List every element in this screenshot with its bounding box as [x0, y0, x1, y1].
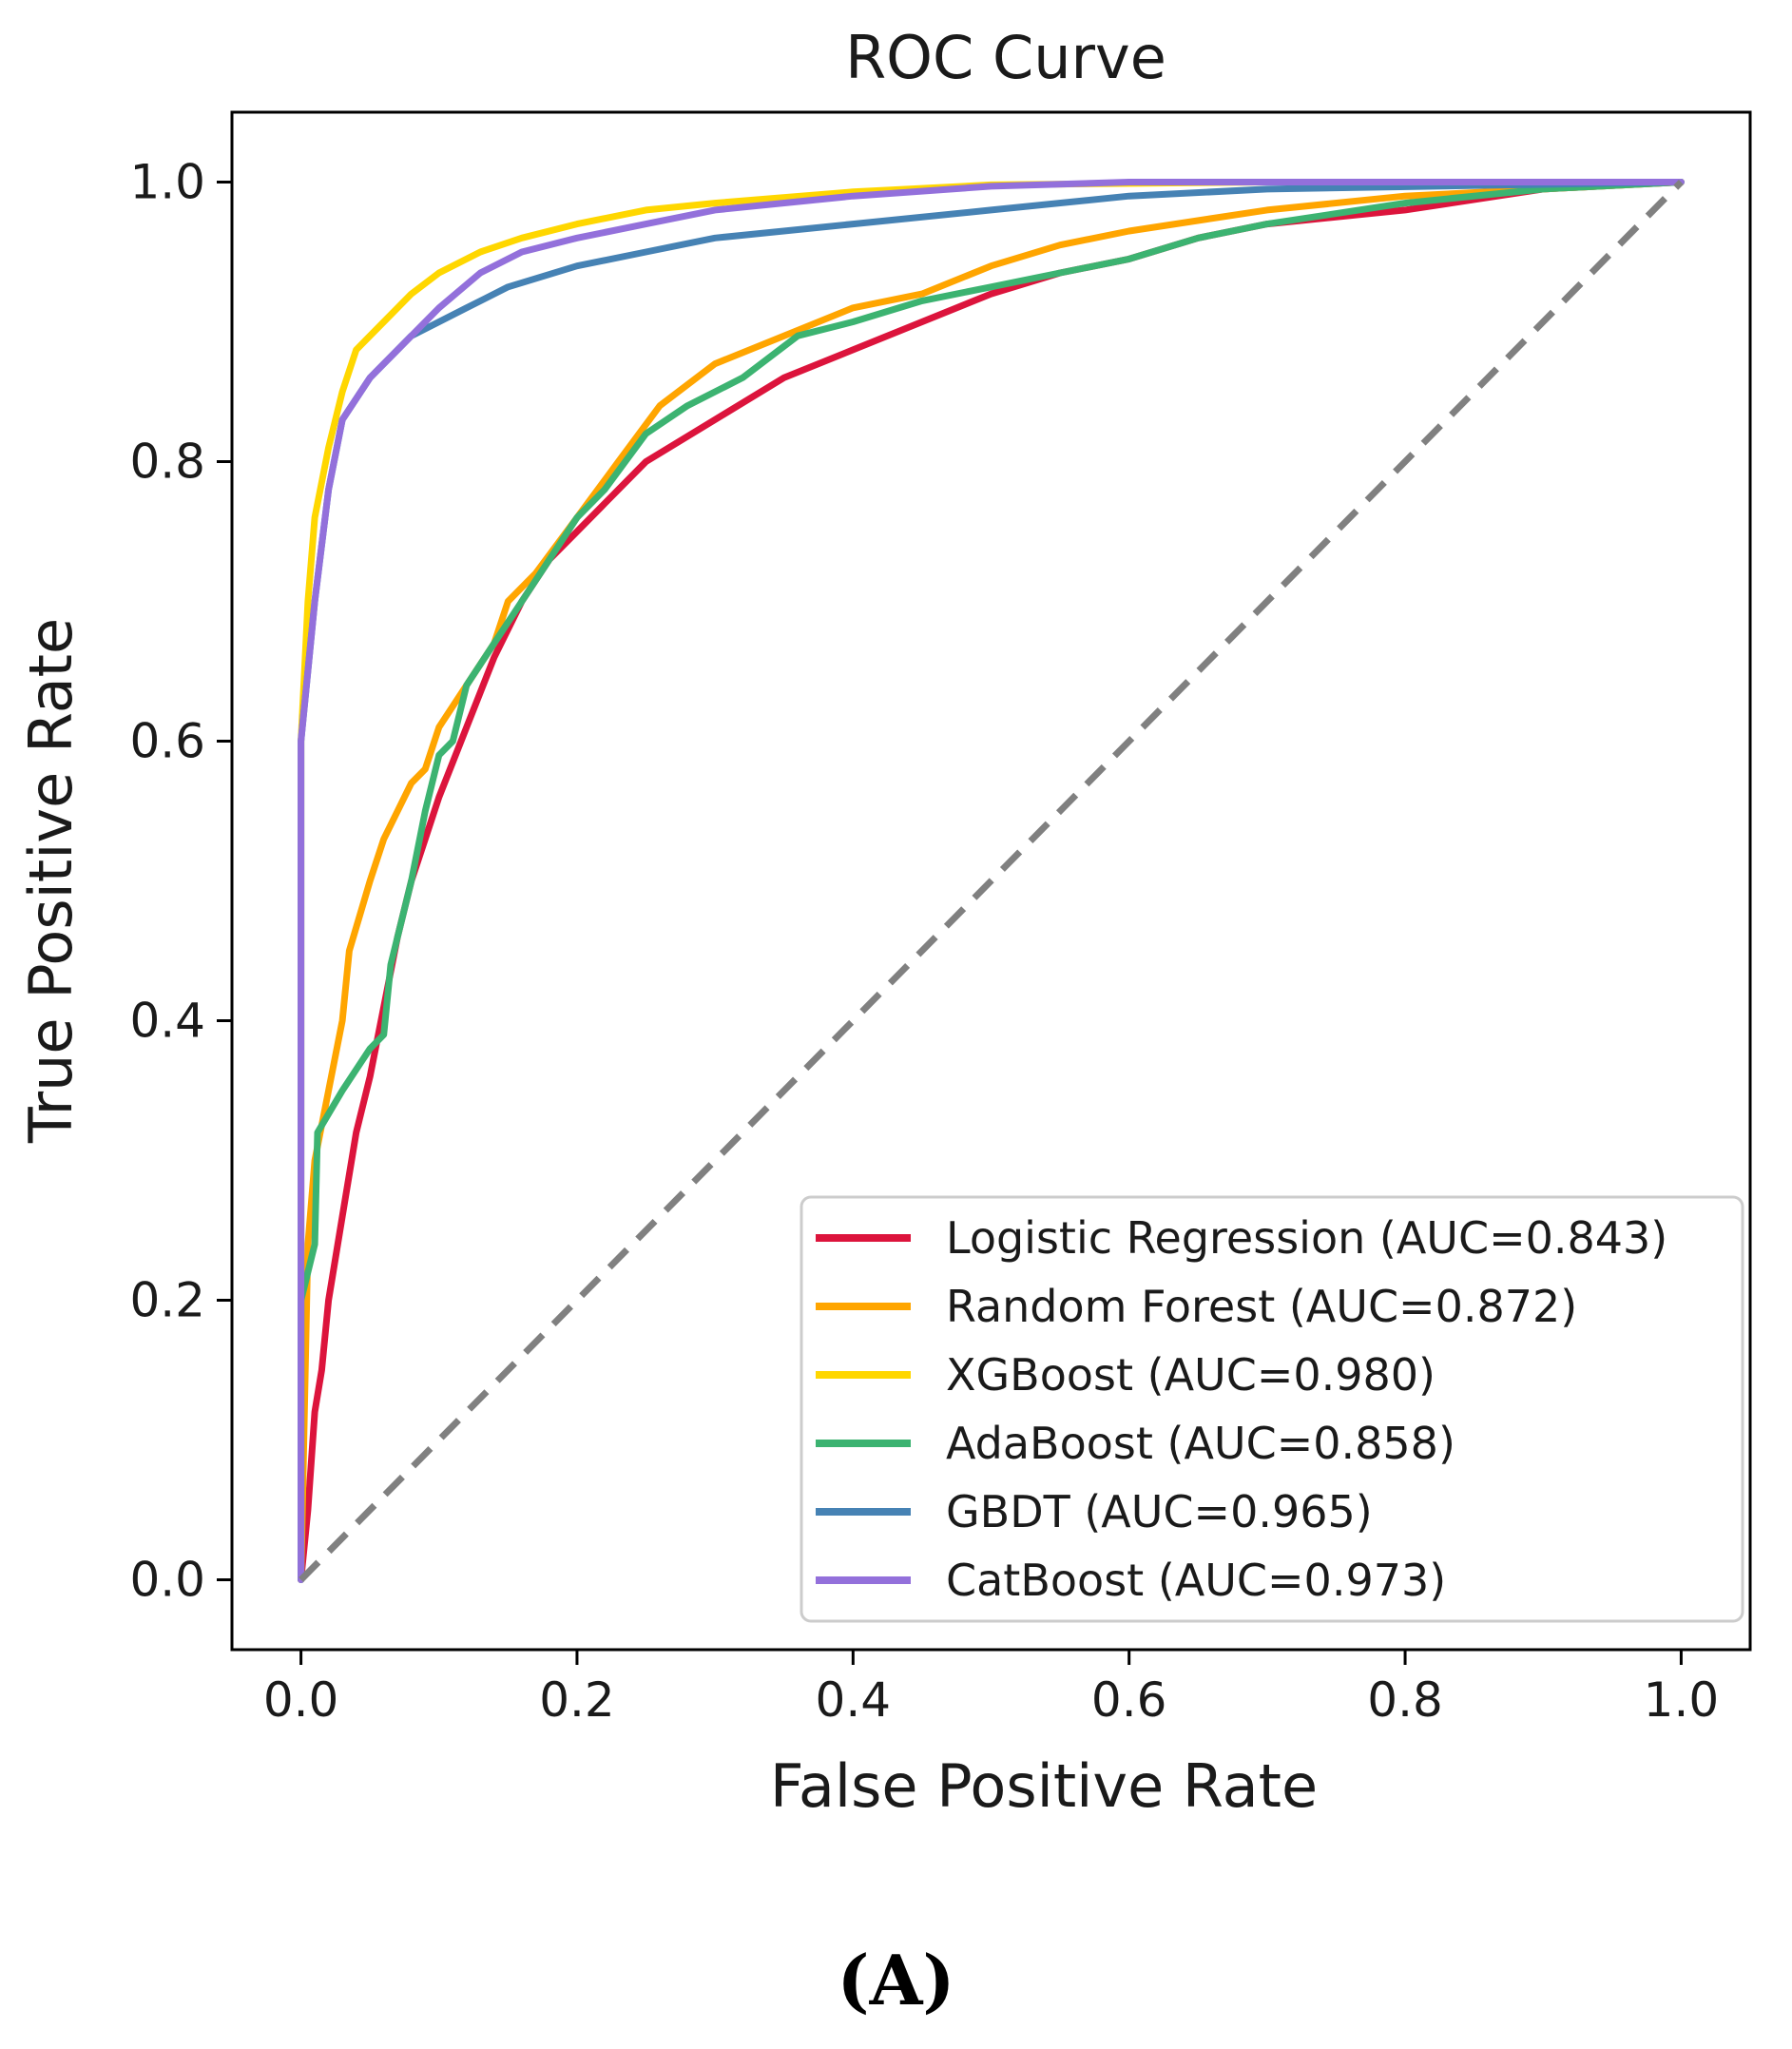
y-axis-ticks: 0.0 0.2 0.4 0.6 0.8 1.0: [129, 155, 232, 1608]
x-tick-label: 0.8: [1367, 1672, 1443, 1728]
plot-frame: [230, 110, 1752, 1652]
legend-label: GBDT (AUC=0.965): [946, 1486, 1373, 1537]
y-tick-label: 0.6: [129, 714, 205, 769]
y-tick-label: 0.2: [129, 1273, 205, 1328]
chart-title: ROC Curve: [845, 23, 1166, 92]
roc-curves: [298, 179, 1685, 1583]
x-tick-label: 0.0: [263, 1672, 339, 1728]
legend-label: Random Forest (AUC=0.872): [946, 1281, 1577, 1332]
y-tick-label: 0.8: [129, 435, 205, 490]
legend-box: [800, 1195, 1744, 1623]
x-tick-label: 1.0: [1644, 1672, 1720, 1728]
legend-items: Logistic Regression (AUC=0.843) Random Fo…: [816, 1212, 1667, 1606]
x-axis-title: False Positive Rate: [770, 1751, 1318, 1821]
y-tick-label: 0.0: [129, 1553, 205, 1608]
legend-label: CatBoost (AUC=0.973): [946, 1555, 1446, 1606]
x-tick-label: 0.2: [539, 1672, 615, 1728]
y-tick-label: 1.0: [129, 155, 205, 210]
x-axis-ticks: 0.0 0.2 0.4 0.6 0.8 1.0: [263, 1650, 1719, 1728]
legend-label: Logistic Regression (AUC=0.843): [946, 1212, 1667, 1264]
legend-label: AdaBoost (AUC=0.858): [946, 1418, 1455, 1469]
x-tick-label: 0.4: [816, 1672, 892, 1728]
legend-label: XGBoost (AUC=0.980): [946, 1349, 1436, 1401]
y-tick-label: 0.4: [129, 994, 205, 1049]
roc-curve-3: [298, 179, 1685, 1583]
panel-label: (A): [837, 1940, 955, 2020]
x-tick-label: 0.6: [1091, 1672, 1167, 1728]
roc-curve-2: [298, 179, 1685, 1583]
legend: Logistic Regression (AUC=0.843) Random Fo…: [800, 1195, 1744, 1623]
y-axis-title: True Positive Rate: [16, 618, 86, 1144]
roc-curve-4: [298, 179, 1685, 1583]
roc-curve-6: [298, 179, 1685, 1583]
reference-line: [299, 180, 1684, 1582]
